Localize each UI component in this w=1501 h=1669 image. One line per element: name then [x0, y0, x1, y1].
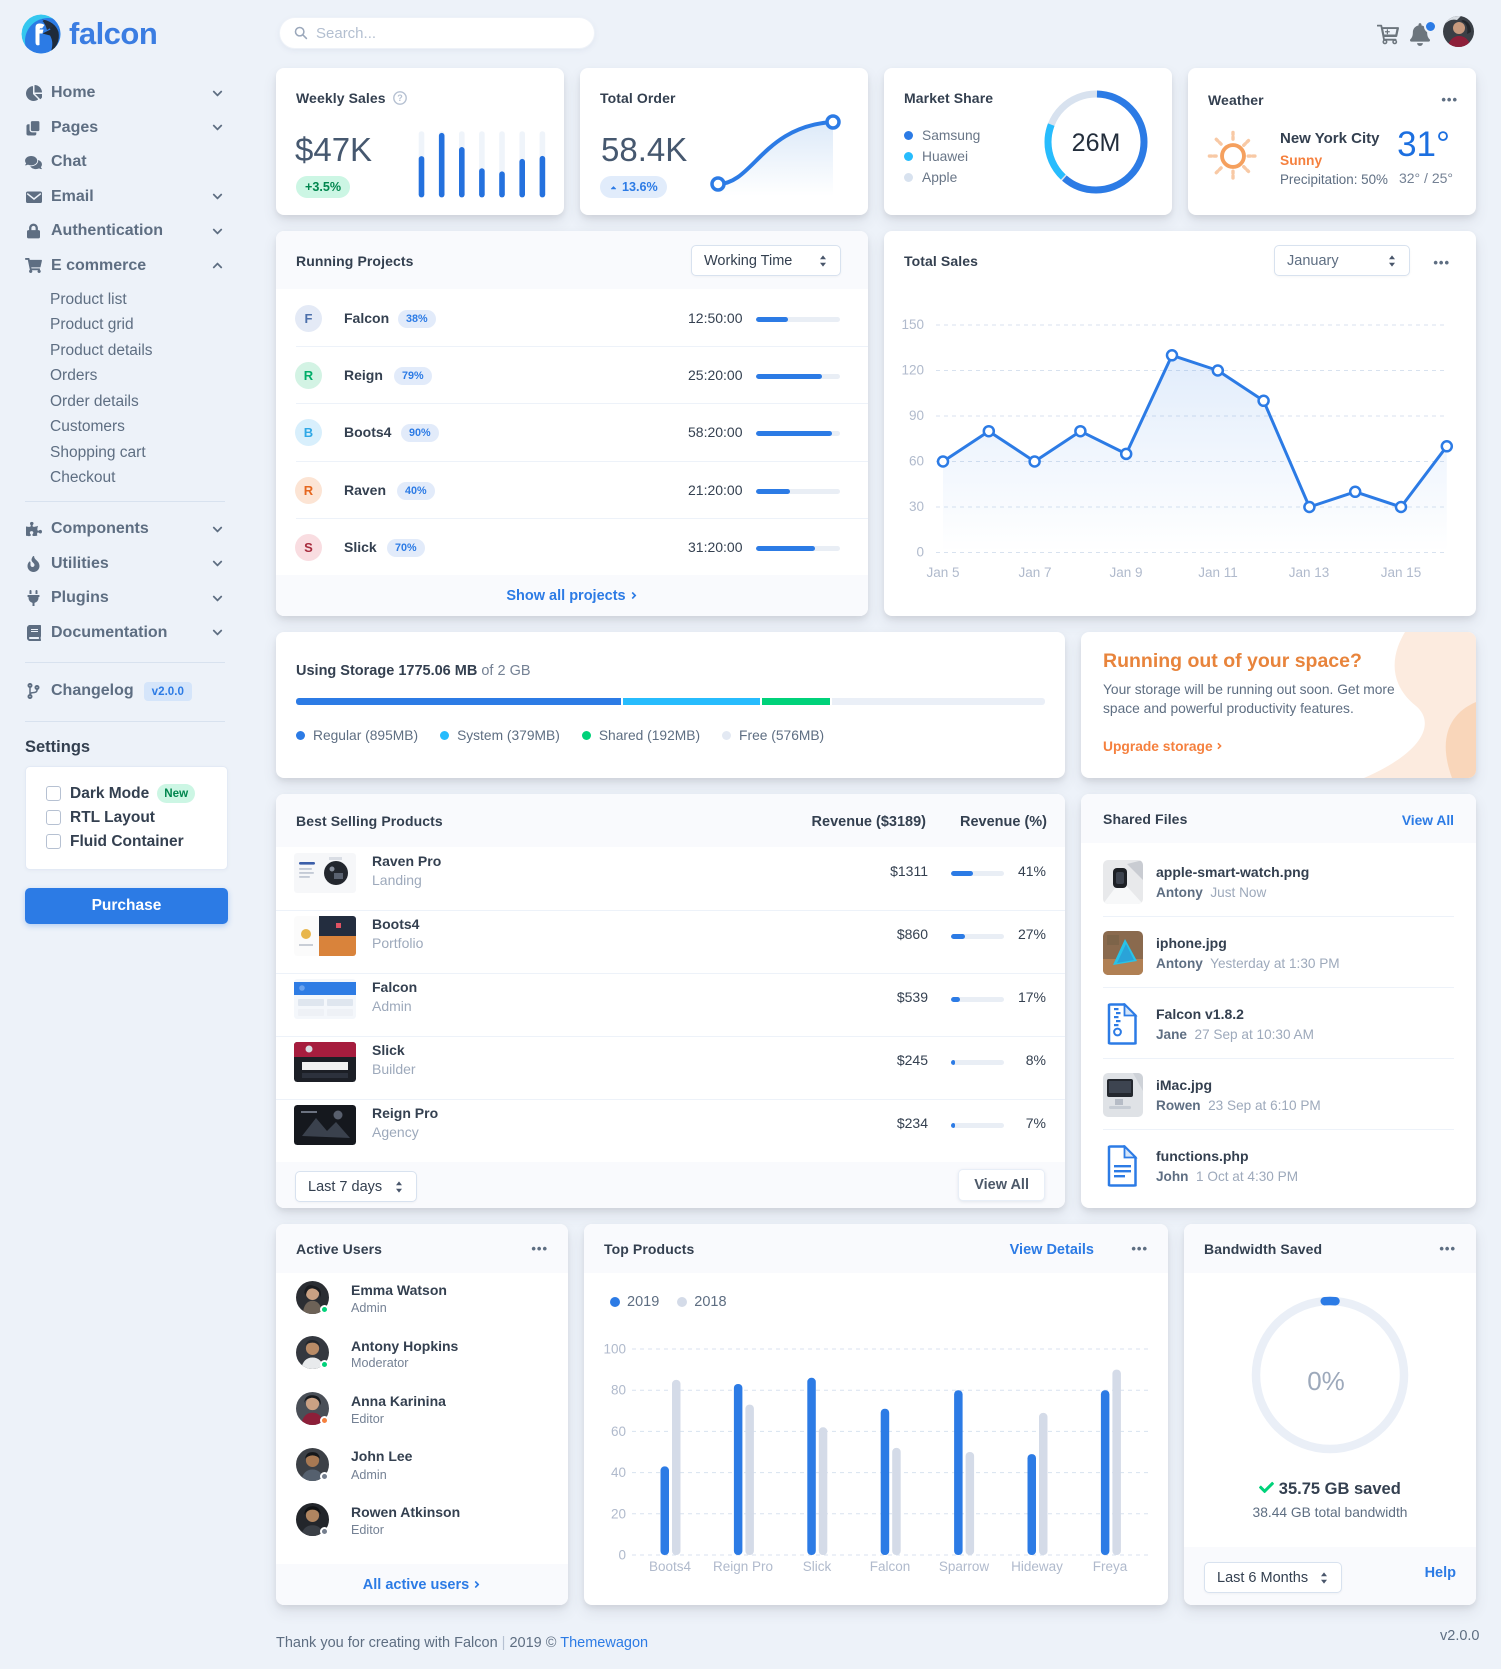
- svg-text:Jan 11: Jan 11: [1198, 565, 1238, 580]
- svg-text:30: 30: [909, 499, 924, 514]
- svg-text:Jan 9: Jan 9: [1109, 565, 1142, 580]
- svg-text:Freya: Freya: [1093, 1559, 1128, 1574]
- svg-text:40: 40: [611, 1465, 626, 1480]
- svg-text:Boots4: Boots4: [649, 1559, 692, 1574]
- svg-text:Reign Pro: Reign Pro: [713, 1559, 773, 1574]
- svg-text:Slick: Slick: [803, 1559, 832, 1574]
- svg-text:60: 60: [611, 1424, 626, 1439]
- svg-text:Jan 13: Jan 13: [1289, 565, 1330, 580]
- svg-text:Hideway: Hideway: [1011, 1559, 1063, 1574]
- svg-text:80: 80: [611, 1383, 626, 1398]
- svg-text:100: 100: [603, 1342, 626, 1357]
- svg-text:0: 0: [916, 545, 924, 560]
- svg-text:Falcon: Falcon: [870, 1559, 911, 1574]
- svg-text:90: 90: [909, 408, 924, 423]
- svg-text:Sparrow: Sparrow: [939, 1559, 990, 1574]
- svg-text:?: ?: [397, 93, 403, 103]
- svg-text:150: 150: [901, 317, 924, 332]
- svg-text:120: 120: [901, 363, 924, 378]
- svg-text:Jan 7: Jan 7: [1018, 565, 1051, 580]
- svg-text:60: 60: [909, 454, 924, 469]
- svg-text:0: 0: [618, 1548, 626, 1563]
- svg-text:0%: 0%: [1307, 1366, 1345, 1396]
- svg-text:Jan 15: Jan 15: [1381, 565, 1422, 580]
- svg-text:20: 20: [611, 1506, 626, 1521]
- svg-text:26M: 26M: [1072, 129, 1121, 157]
- svg-text:Jan 5: Jan 5: [926, 565, 959, 580]
